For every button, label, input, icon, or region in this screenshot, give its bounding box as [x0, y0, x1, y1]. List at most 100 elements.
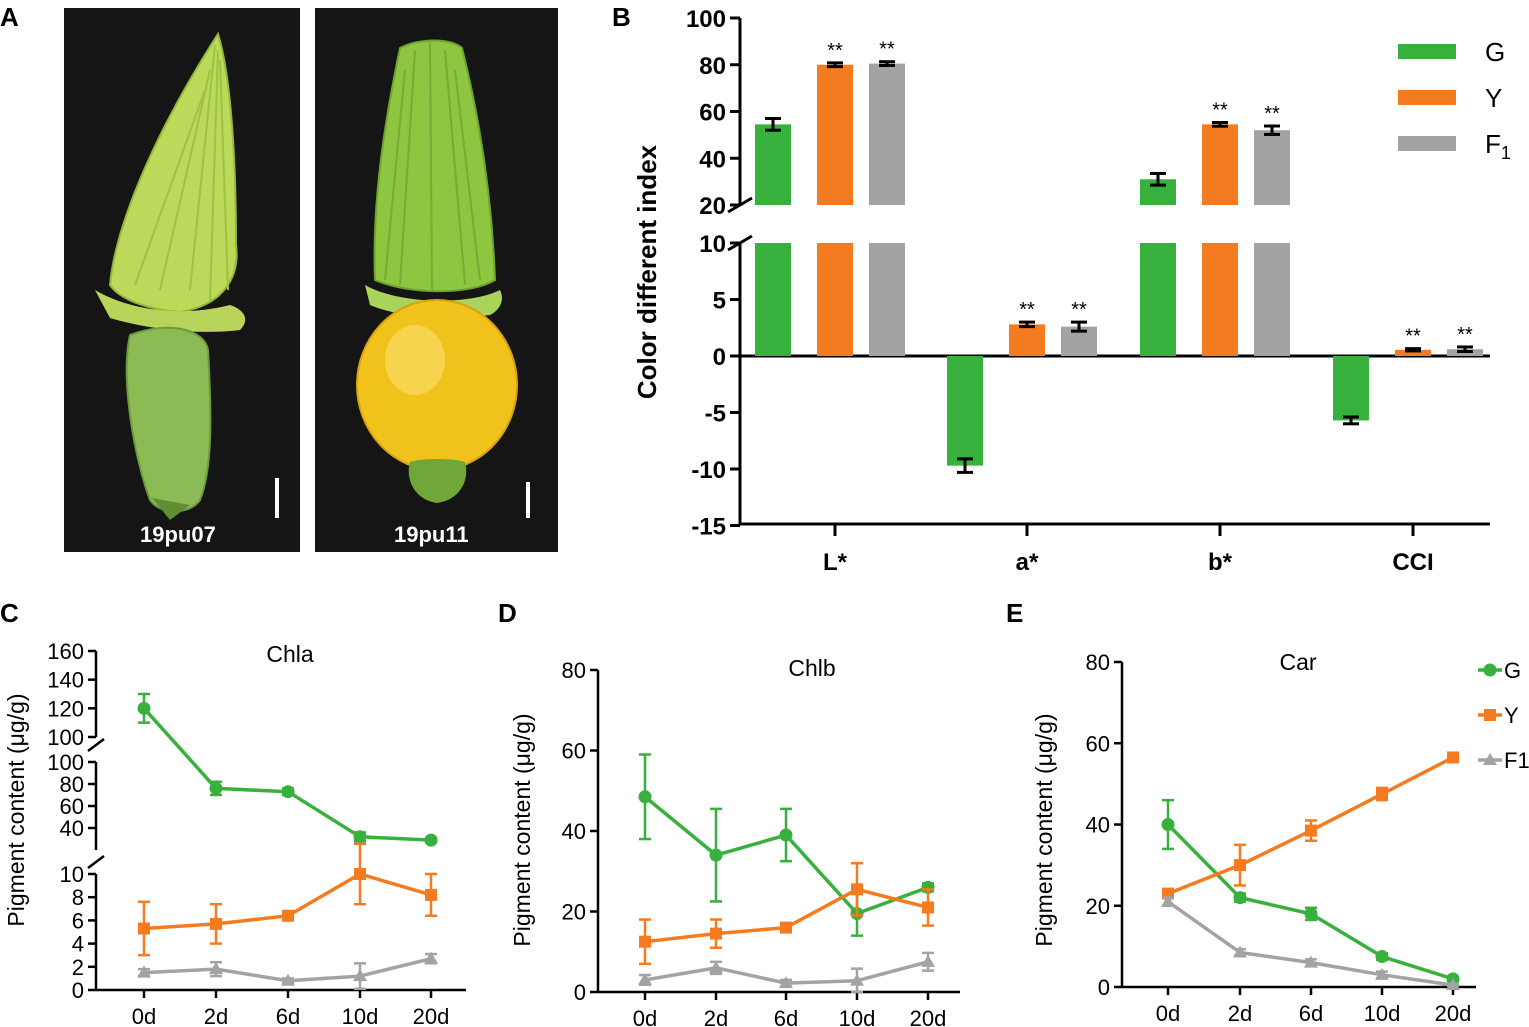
flower-veins	[134, 44, 229, 301]
significance-label: **	[1405, 326, 1421, 348]
panel-letter-d: D	[498, 598, 517, 628]
series-line-Y	[215, 914, 289, 926]
panel-letter-a: A	[0, 2, 19, 32]
y-tick-label: 120	[47, 696, 84, 721]
series-line-F1	[856, 960, 929, 983]
series-line-G	[142, 707, 218, 790]
series-line-Y	[1167, 863, 1241, 896]
point-Y	[1447, 751, 1459, 764]
y-axis-label-c: Pigment content (μg/g)	[3, 693, 29, 926]
series-line-F1	[644, 966, 717, 982]
line-chart-e: 0 20 40 60 80 0d 2d 6d 10d 20d GY F1	[1086, 650, 1529, 1026]
x-tick-label: 6d	[774, 1006, 798, 1027]
x-tick-label: 6d	[276, 1004, 300, 1027]
series-line-F1	[1310, 960, 1383, 977]
x-tick-label: 0d	[132, 1004, 156, 1027]
bar-G	[1333, 356, 1369, 421]
bar-Y	[817, 64, 853, 205]
y-tick-label: 0	[1098, 975, 1110, 1000]
axis-break-mark	[87, 738, 105, 752]
y-tick-label: 20	[699, 193, 726, 220]
point-F1	[424, 951, 438, 964]
photo-label-19pu07: 19pu07	[140, 522, 216, 547]
point-F1	[137, 965, 151, 978]
x-tick-label: 10d	[342, 1004, 379, 1027]
legend-swatch-Y	[1398, 90, 1456, 105]
x-tick-label: b*	[1208, 549, 1233, 576]
point-F1	[1446, 977, 1460, 990]
point-F1	[1161, 894, 1175, 907]
flower-petals	[373, 39, 497, 293]
series-line-F1	[1381, 973, 1454, 987]
point-G	[1375, 950, 1389, 964]
significance-label: **	[827, 40, 843, 62]
significance-label: **	[1264, 103, 1280, 125]
bar-Y-lower	[1202, 243, 1238, 356]
y-axis-label-d: Pigment content (μg/g)	[509, 713, 535, 946]
x-tick-label: 20d	[413, 1004, 450, 1027]
panel-b: B Color different index 20406080100-15-1…	[612, 2, 1511, 576]
line-chart-d: 0 20 40 60 80 0d 2d 6d 10d 20d	[562, 658, 960, 1027]
point-F1	[353, 969, 367, 982]
y-tick-label: 140	[47, 668, 84, 693]
point-G	[281, 785, 295, 799]
series-line-Y	[715, 925, 787, 936]
series-line-Y	[856, 887, 929, 910]
series-line-Y	[1239, 829, 1312, 867]
fruit-yellow	[356, 299, 518, 471]
point-F1	[638, 972, 652, 985]
scale-bar	[275, 478, 279, 518]
legend-swatch-F1	[1398, 136, 1456, 151]
y-tick-label: 4	[72, 932, 84, 957]
legend-marker-G	[1483, 663, 1497, 677]
point-Y	[780, 921, 792, 934]
panel-letter-e: E	[1006, 598, 1023, 628]
point-G	[1161, 818, 1175, 831]
x-tick-label: 6d	[1299, 1001, 1323, 1026]
bar-chart-b: 20 40 60 80 100 -15 -10 -5 0 5 10 L* a* b* CCI ** ** ** **…	[686, 6, 1511, 576]
panel-d: D Chlb Pigment content (μg/g) 0204060800…	[498, 598, 960, 1027]
series-line-G	[359, 835, 432, 842]
y-tick-label: 80	[562, 658, 586, 683]
point-G	[779, 828, 793, 842]
bar-F1	[869, 63, 905, 205]
fruit-calyx	[408, 459, 467, 503]
panel-c: C Chla Pigment content (μg/g) 0246810406…	[0, 598, 466, 1027]
series-line-F1	[1166, 900, 1242, 954]
point-Y	[282, 909, 294, 922]
bar-G-lower	[755, 243, 791, 356]
y-axis-label-e: Pigment content (μg/g)	[1031, 713, 1057, 946]
y-tick-label: 5	[713, 288, 726, 315]
y-tick-label: 40	[562, 819, 586, 844]
y-tick-label: 80	[1086, 650, 1110, 675]
bar-Y	[1202, 124, 1238, 205]
point-Y	[851, 883, 863, 896]
bar-Y	[1395, 349, 1431, 356]
series-line-Y	[785, 887, 858, 930]
fruit-tip	[152, 498, 190, 520]
bar-F1-lower	[869, 243, 905, 356]
series-line-F1	[359, 956, 432, 978]
series-line-G	[1166, 823, 1242, 899]
point-Y	[354, 868, 366, 880]
point-F1	[1304, 955, 1318, 968]
y-tick-label: 6	[72, 908, 84, 933]
point-G	[1233, 891, 1247, 905]
photo-19pu07: 19pu07	[64, 8, 300, 552]
series-line-F1	[143, 967, 217, 975]
series-line-Y	[1310, 792, 1383, 833]
significance-label: **	[1457, 324, 1473, 346]
series-line-G	[715, 833, 787, 857]
y-tick-label: 60	[60, 794, 84, 819]
significance-label: **	[879, 39, 895, 61]
point-Y	[710, 927, 722, 940]
y-tick-label: 80	[60, 772, 84, 797]
series-line-G	[1239, 895, 1312, 916]
point-Y	[639, 935, 651, 948]
point-G	[709, 848, 723, 862]
scale-bar	[526, 482, 530, 518]
point-G	[1304, 907, 1318, 921]
bar-G-lower	[1140, 243, 1176, 356]
bar-Y	[1009, 324, 1045, 356]
x-tick-label: L*	[823, 549, 848, 576]
